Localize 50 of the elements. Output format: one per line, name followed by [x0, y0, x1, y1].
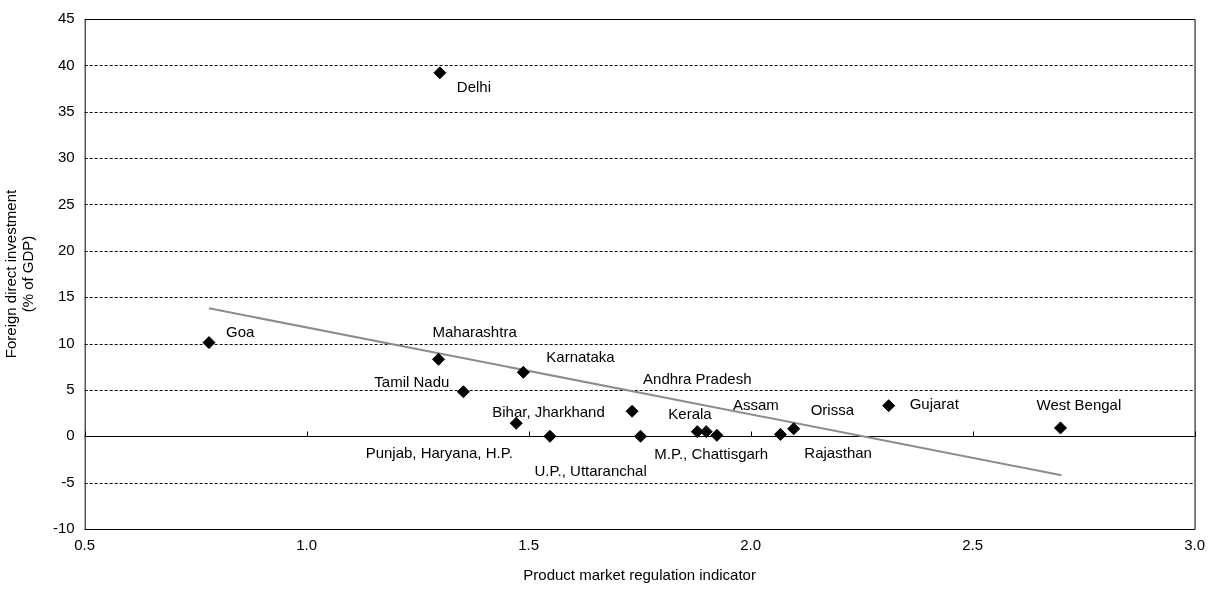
y-tick-label: 5 — [66, 380, 75, 398]
annotation: Bihar, Jharkhand — [492, 403, 605, 421]
annotation: Assam — [732, 396, 779, 414]
annotation: Karnataka — [546, 348, 616, 366]
point — [787, 422, 801, 436]
point — [456, 385, 470, 399]
y-tick-label: 35 — [57, 101, 75, 119]
y-tick-label: 40 — [57, 55, 75, 73]
y-tick-label: 0 — [66, 426, 75, 444]
annotation: Gujarat — [909, 394, 960, 412]
point — [202, 336, 216, 350]
annotation: Tamil Nadu — [374, 372, 450, 390]
y-tick-label: 25 — [57, 194, 75, 212]
point — [699, 425, 713, 439]
annotation: Maharashtra — [432, 323, 518, 341]
y-axis-title: Foreign direct investment (% of GDP) — [2, 188, 36, 359]
x-tick-label: 3.0 — [1184, 536, 1205, 554]
annotation: Kerala — [668, 404, 713, 422]
annotation: Delhi — [456, 77, 492, 95]
point — [1054, 421, 1067, 435]
y-tick-label: 45 — [57, 9, 75, 27]
point — [882, 399, 896, 413]
point — [432, 352, 446, 366]
annotation: West Bengal — [1036, 396, 1122, 414]
point — [710, 428, 724, 442]
x-axis-title: Product market regulation indicator — [523, 566, 756, 584]
y-tick-label: 10 — [57, 333, 75, 351]
annotation: Rajasthan — [804, 443, 872, 461]
annotation: M.P., Chattisgarh — [654, 444, 769, 462]
x-tick-label: 1.0 — [296, 536, 318, 554]
x-tick-label: 1.5 — [518, 536, 540, 554]
point — [773, 427, 787, 441]
x-tick-label: 2.0 — [740, 536, 762, 554]
point — [634, 429, 648, 443]
point — [433, 66, 447, 80]
annotation: Punjab, Haryana, H.P. — [365, 444, 513, 462]
point — [625, 404, 639, 418]
point — [516, 365, 530, 379]
annotation: Andhra Pradesh — [643, 370, 752, 388]
annotation: Goa — [225, 322, 255, 340]
x-tick-label: 2.5 — [962, 536, 984, 554]
y-tick-label: 20 — [57, 240, 75, 258]
annotation: U.P., Uttaranchal — [534, 462, 647, 480]
x-tick-label: 0.5 — [74, 536, 96, 554]
y-tick-label: -5 — [61, 472, 75, 490]
y-tick-label: 15 — [57, 287, 75, 305]
point — [543, 429, 557, 443]
annotation: Orissa — [810, 401, 855, 418]
y-tick-label: 30 — [57, 148, 75, 166]
y-tick-label: -10 — [52, 519, 75, 537]
